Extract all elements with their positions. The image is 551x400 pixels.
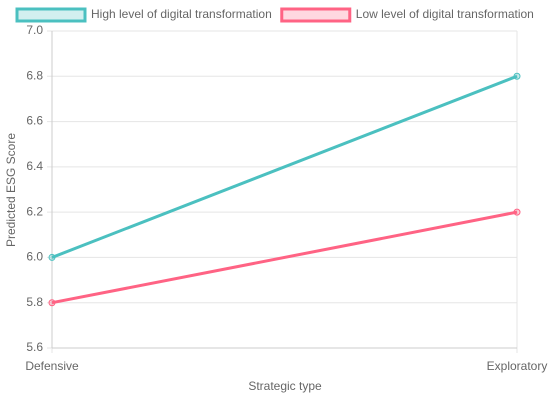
x-tick-label: Defensive — [25, 359, 79, 373]
legend-label: Low level of digital transformation — [356, 7, 534, 21]
y-tick-label: 6.2 — [26, 204, 43, 218]
x-tick-label: Exploratory — [487, 359, 548, 373]
y-axis-title: Predicted ESG Score — [4, 133, 18, 247]
data-point — [48, 299, 56, 307]
legend-swatch — [15, 7, 87, 23]
y-tick-label: 6.4 — [26, 159, 43, 173]
y-tick-label: 5.6 — [26, 340, 43, 354]
legend-label: High level of digital transformation — [91, 7, 272, 21]
data-point — [48, 253, 56, 261]
y-tick-label: 6.6 — [26, 114, 43, 128]
series-line — [51, 210, 518, 305]
y-tick-label: 6.8 — [26, 68, 43, 82]
legend-swatch — [280, 7, 352, 23]
series-line — [51, 74, 518, 259]
data-point — [513, 72, 521, 80]
x-axis-title: Strategic type — [248, 379, 322, 393]
y-tick-label: 5.8 — [26, 295, 43, 309]
y-tick-label: 7.0 — [26, 23, 43, 37]
y-tick-label: 6.0 — [26, 250, 43, 264]
data-point — [513, 208, 521, 216]
